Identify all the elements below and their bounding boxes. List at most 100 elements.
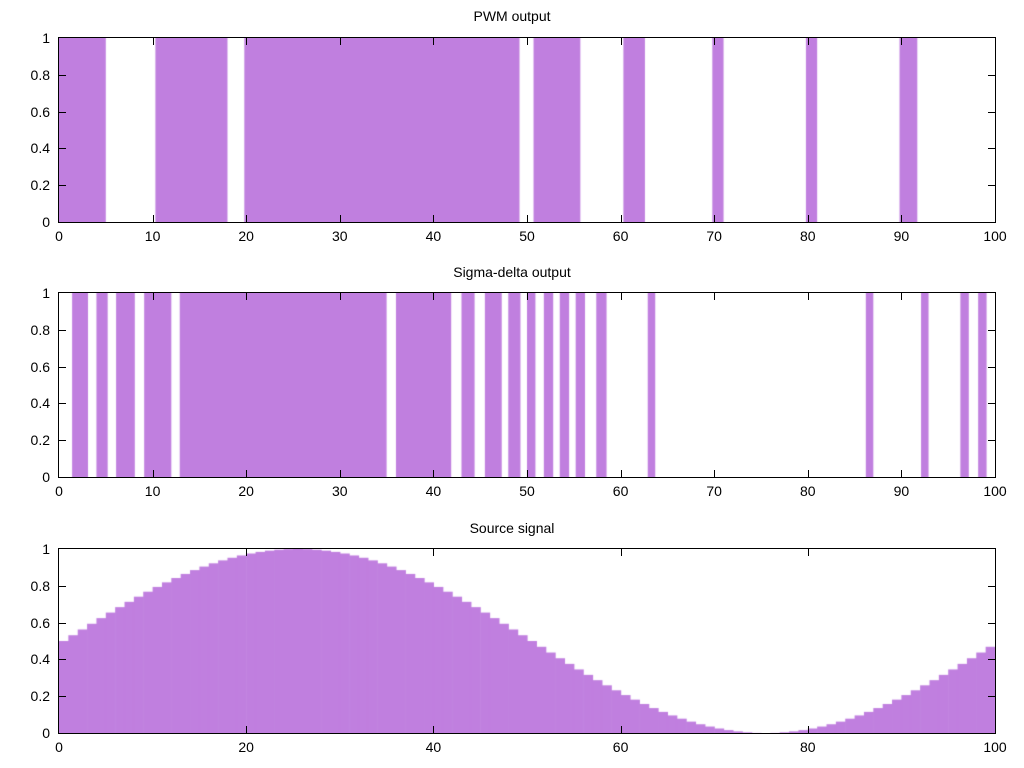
y-tick-mark — [59, 403, 66, 404]
x-tick-label: 60 — [612, 739, 629, 755]
x-tick-label: 100 — [983, 228, 1007, 244]
y-tick-mark — [59, 440, 66, 441]
x-tick-mark — [808, 549, 809, 556]
x-tick-mark — [340, 215, 341, 222]
x-tick-label: 60 — [612, 483, 629, 499]
y-tick-mark — [988, 75, 995, 76]
x-tick-mark — [153, 38, 154, 45]
x-tick-label: 40 — [425, 483, 442, 499]
plot-canvas-sigma-delta — [59, 293, 995, 477]
y-tick-mark — [988, 148, 995, 149]
x-tick-mark — [808, 726, 809, 733]
x-tick-mark — [246, 726, 247, 733]
y-tick-mark — [988, 696, 995, 697]
x-tick-mark — [153, 470, 154, 477]
y-tick-mark — [988, 367, 995, 368]
x-tick-mark — [433, 470, 434, 477]
y-tick-label: 0.6 — [30, 103, 50, 120]
y-tick-mark — [59, 659, 66, 660]
x-tick-mark — [246, 293, 247, 300]
y-tick-mark — [59, 75, 66, 76]
x-tick-label: 40 — [425, 739, 442, 755]
x-tick-mark — [340, 470, 341, 477]
x-tick-label: 90 — [893, 228, 910, 244]
y-tick-mark — [988, 403, 995, 404]
plot-area-pwm — [58, 37, 996, 223]
y-tick-label: 0.2 — [30, 177, 50, 194]
x-tick-mark — [621, 38, 622, 45]
y-tick-mark — [988, 659, 995, 660]
plot-canvas-pwm — [59, 38, 995, 222]
x-tick-label: 70 — [706, 228, 722, 244]
y-tick-mark — [59, 586, 66, 587]
y-tick-mark — [59, 696, 66, 697]
y-tick-mark — [988, 623, 995, 624]
x-tick-mark — [246, 549, 247, 556]
y-tick-label: 1 — [42, 30, 50, 46]
x-tick-label: 80 — [800, 483, 816, 499]
x-tick-mark — [714, 215, 715, 222]
x-tick-label: 10 — [144, 228, 161, 244]
x-tick-mark — [621, 215, 622, 222]
x-tick-label: 100 — [983, 483, 1007, 499]
y-tick-label: 0.6 — [30, 614, 50, 631]
x-tick-label: 20 — [238, 739, 254, 755]
x-tick-mark — [621, 293, 622, 300]
x-tick-mark — [433, 293, 434, 300]
x-tick-mark — [340, 38, 341, 45]
x-tick-mark — [621, 470, 622, 477]
y-tick-label: 0.2 — [30, 688, 50, 705]
y-tick-mark — [988, 185, 995, 186]
y-tick-label: 1 — [42, 285, 50, 301]
panel-title-sigma-delta: Sigma-delta output — [453, 264, 571, 280]
x-tick-label: 80 — [800, 739, 816, 755]
plot-area-source-signal — [58, 548, 996, 734]
y-tick-label: 0.6 — [30, 358, 50, 375]
x-tick-mark — [808, 293, 809, 300]
x-tick-mark — [433, 38, 434, 45]
x-tick-label: 80 — [800, 228, 816, 244]
y-tick-label: 0.8 — [30, 577, 50, 594]
plot-area-sigma-delta — [58, 292, 996, 478]
x-tick-label: 70 — [706, 483, 722, 499]
x-tick-label: 50 — [519, 483, 535, 499]
panel-title-pwm: PWM output — [473, 8, 551, 24]
y-tick-label: 0 — [42, 725, 50, 741]
x-tick-mark — [433, 726, 434, 733]
y-tick-label: 0 — [42, 469, 50, 485]
y-tick-mark — [988, 330, 995, 331]
x-tick-mark — [621, 549, 622, 556]
x-tick-mark — [153, 215, 154, 222]
y-tick-label: 0.4 — [30, 140, 50, 157]
x-tick-mark — [153, 293, 154, 300]
x-tick-mark — [714, 470, 715, 477]
x-tick-mark — [246, 215, 247, 222]
x-tick-mark — [808, 215, 809, 222]
y-tick-label: 0.4 — [30, 395, 50, 412]
x-tick-label: 20 — [238, 228, 254, 244]
x-tick-label: 40 — [425, 228, 442, 244]
y-tick-label: 0.8 — [30, 321, 50, 338]
y-tick-mark — [59, 623, 66, 624]
x-tick-mark — [527, 293, 528, 300]
y-tick-mark — [988, 112, 995, 113]
y-tick-label: 0 — [42, 214, 50, 230]
x-tick-mark — [808, 38, 809, 45]
x-tick-label: 50 — [519, 228, 535, 244]
y-tick-mark — [988, 586, 995, 587]
panel-title-source-signal: Source signal — [469, 520, 555, 536]
y-tick-mark — [59, 148, 66, 149]
x-tick-mark — [433, 549, 434, 556]
y-tick-mark — [59, 330, 66, 331]
x-tick-mark — [714, 293, 715, 300]
plot-canvas-source-signal — [59, 549, 995, 733]
x-tick-mark — [901, 38, 902, 45]
y-tick-label: 0.8 — [30, 66, 50, 83]
x-tick-mark — [714, 38, 715, 45]
y-tick-mark — [988, 440, 995, 441]
x-tick-mark — [901, 215, 902, 222]
x-tick-label: 0 — [55, 228, 63, 244]
x-tick-label: 10 — [144, 483, 161, 499]
y-tick-mark — [59, 367, 66, 368]
